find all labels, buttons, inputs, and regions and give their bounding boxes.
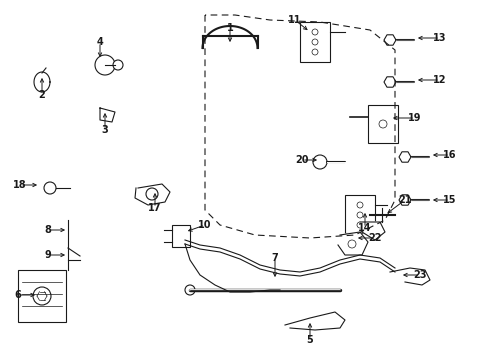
Polygon shape	[135, 184, 170, 205]
Polygon shape	[383, 35, 395, 45]
Text: 22: 22	[367, 233, 381, 243]
Circle shape	[311, 49, 317, 55]
Text: 19: 19	[407, 113, 421, 123]
Text: 23: 23	[412, 270, 426, 280]
Text: 1: 1	[226, 23, 233, 33]
Polygon shape	[285, 312, 345, 330]
Circle shape	[184, 285, 195, 295]
Text: 11: 11	[287, 15, 301, 25]
Circle shape	[146, 188, 158, 200]
Circle shape	[311, 29, 317, 35]
Text: 17: 17	[148, 203, 162, 213]
Polygon shape	[398, 195, 410, 205]
Text: 12: 12	[432, 75, 446, 85]
Text: 2: 2	[39, 90, 45, 100]
Circle shape	[113, 60, 123, 70]
Text: 21: 21	[397, 195, 411, 205]
Polygon shape	[359, 222, 384, 240]
Text: 3: 3	[102, 125, 108, 135]
Text: 5: 5	[306, 335, 313, 345]
Bar	[172, 225, 190, 247]
Circle shape	[356, 212, 362, 218]
Text: 16: 16	[442, 150, 456, 160]
Text: 14: 14	[358, 223, 371, 233]
Text: 15: 15	[442, 195, 456, 205]
Polygon shape	[398, 152, 410, 162]
Polygon shape	[337, 232, 367, 255]
Circle shape	[33, 287, 51, 305]
Text: 13: 13	[432, 33, 446, 43]
Bar	[367, 105, 397, 143]
Circle shape	[44, 182, 56, 194]
Circle shape	[356, 222, 362, 228]
Circle shape	[312, 155, 326, 169]
Text: 7: 7	[271, 253, 278, 263]
Text: 20: 20	[295, 155, 308, 165]
Bar	[299, 22, 329, 62]
Polygon shape	[389, 268, 429, 285]
Bar	[18, 270, 66, 322]
Circle shape	[311, 39, 317, 45]
Text: 6: 6	[15, 290, 21, 300]
Circle shape	[378, 120, 386, 128]
Circle shape	[356, 202, 362, 208]
Text: 4: 4	[97, 37, 103, 47]
Polygon shape	[383, 77, 395, 87]
Bar	[345, 195, 374, 233]
Text: 10: 10	[198, 220, 211, 230]
Circle shape	[347, 240, 355, 248]
Polygon shape	[100, 108, 115, 122]
Text: 18: 18	[13, 180, 27, 190]
Text: 9: 9	[44, 250, 51, 260]
Circle shape	[95, 55, 115, 75]
Text: 8: 8	[44, 225, 51, 235]
